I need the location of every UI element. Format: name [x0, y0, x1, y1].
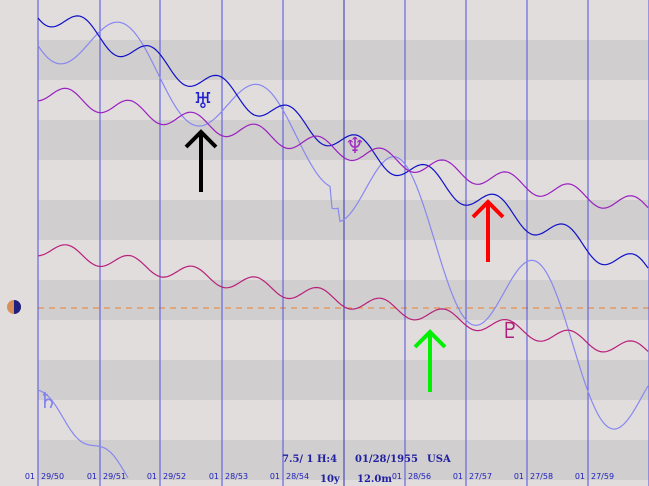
sun-symbol-dark [14, 300, 21, 314]
date-label: 28/53 [225, 472, 248, 481]
orb: 7.5/ 1 H:4 [282, 454, 337, 465]
day-label: 01 [87, 472, 97, 481]
vertical-lines [37, 0, 649, 486]
uranus-glyph: ♅ [193, 89, 213, 114]
uranus-curve [37, 15, 649, 269]
neptune-glyph: ♆ [345, 134, 365, 159]
date-label: 27/59 [591, 472, 614, 481]
arrows [184, 129, 505, 392]
saturn-curve [37, 21, 649, 430]
day-label: 01 [25, 472, 35, 481]
day-label: 01 [270, 472, 280, 481]
arrow-black [184, 129, 218, 192]
curves [37, 15, 649, 479]
date-label: 28/56 [408, 472, 431, 481]
arrow-green [413, 329, 447, 392]
span: 10y [320, 474, 341, 485]
birth-date: 01/28/1955 [355, 454, 418, 465]
date-label: 29/52 [163, 472, 186, 481]
step: 12.0m [357, 474, 392, 485]
pluto-curve [37, 244, 649, 353]
saturn-curve-start [37, 389, 129, 479]
day-label: 01 [209, 472, 219, 481]
day-label: 01 [453, 472, 463, 481]
day-label: 01 [147, 472, 157, 481]
date-label: 29/50 [41, 472, 64, 481]
location: USA [427, 454, 451, 465]
pluto-glyph: ♇ [500, 319, 520, 344]
date-labels: 01 29/50 01 29/51 01 29/52 01 28/53 01 28/54 01 28/… [25, 472, 614, 481]
neptune-curve [37, 87, 649, 209]
day-label: 01 [575, 472, 585, 481]
saturn-glyph: ♄ [38, 389, 58, 414]
date-label: 27/57 [469, 472, 492, 481]
date-label: 29/51 [103, 472, 126, 481]
date-label: 27/58 [530, 472, 553, 481]
arrow-red [471, 199, 505, 262]
day-label: 01 [392, 472, 402, 481]
date-label: 28/54 [286, 472, 309, 481]
day-label: 01 [514, 472, 524, 481]
